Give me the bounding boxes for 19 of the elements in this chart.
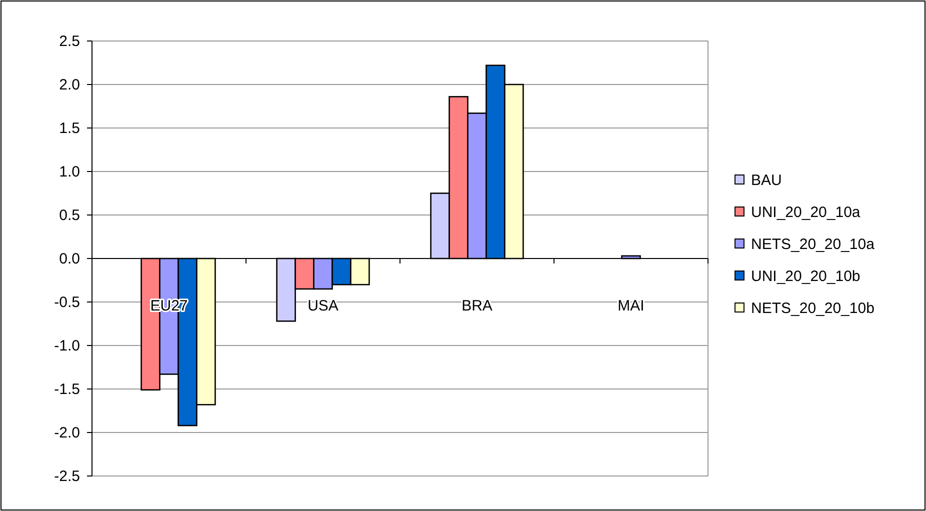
legend-label: NETS_20_20_10b: [751, 300, 874, 317]
y-tick-label: 0.0: [59, 250, 80, 268]
y-tick-label: -1.5: [54, 380, 80, 398]
y-tick-label: -2.0: [54, 424, 80, 442]
legend-label: UNI_20_20_10a: [751, 204, 861, 221]
legend-label: BAU: [751, 172, 782, 189]
y-tick-label: -2.5: [54, 468, 80, 485]
y-tick-label: 2.5: [59, 32, 80, 50]
legend-label: NETS_20_20_10a: [751, 236, 876, 253]
x-tick-label: USA: [308, 298, 338, 314]
y-tick-label: -0.5: [54, 294, 80, 311]
legend-label: UNI_20_20_10b: [751, 268, 860, 285]
y-tick-label: 1.0: [59, 163, 80, 180]
y-tick-label: 2.0: [59, 76, 80, 94]
y-tick-label: 0.5: [59, 206, 80, 224]
x-tick-label: MAI: [618, 298, 644, 314]
y-tick-label: 1.5: [59, 120, 80, 137]
y-tick-label: -1.0: [54, 337, 80, 354]
x-tick-label: BRA: [462, 298, 492, 314]
